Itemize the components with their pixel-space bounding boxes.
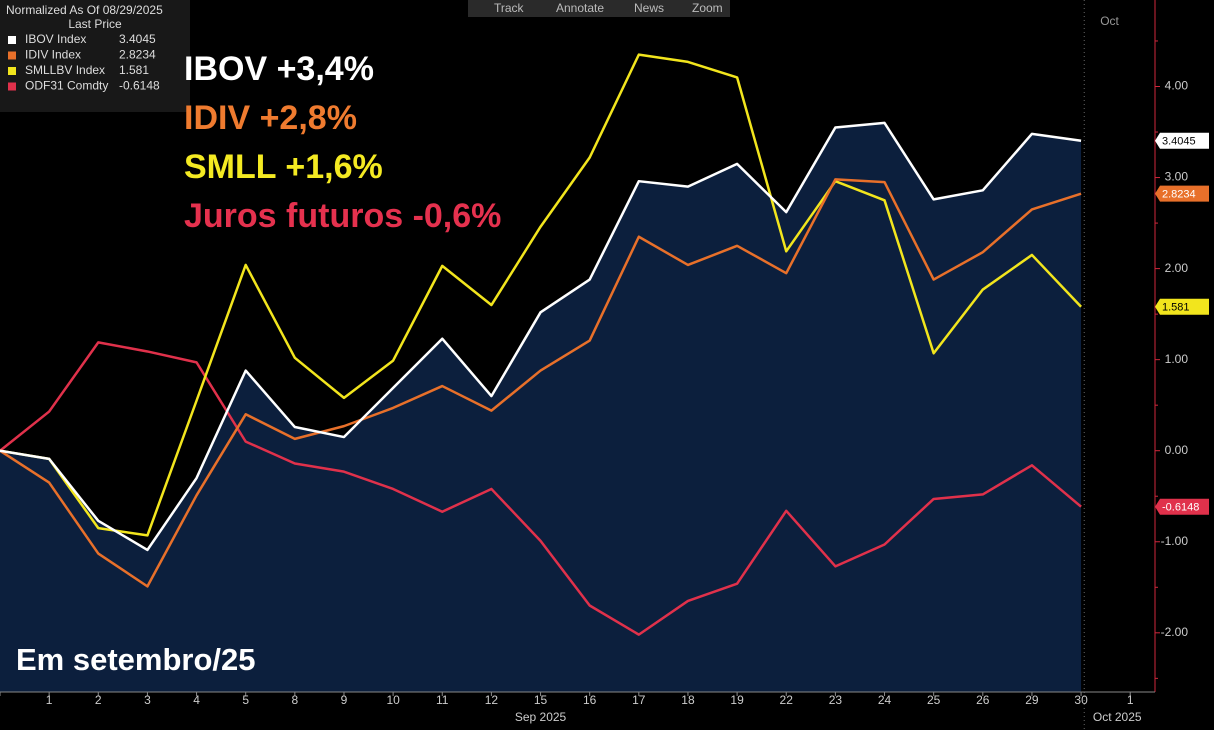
line (0, 178, 1082, 588)
x-tick-label: 8 (291, 693, 298, 707)
legend-swatch (8, 36, 16, 44)
annotation: Juros futuros -0,6% (184, 197, 501, 235)
legend-value: -0.6148 (119, 79, 160, 93)
toolbar-button[interactable]: Zoom (692, 1, 723, 15)
y-tick-label: 0.00 (1165, 443, 1189, 457)
y-tick-label: 1.00 (1165, 352, 1189, 366)
x-tick-label: 24 (878, 693, 892, 707)
toolbar-button[interactable]: News (634, 1, 664, 15)
legend-subtitle: Last Price (68, 17, 122, 31)
toolbar-button[interactable]: Annotate (556, 1, 604, 15)
legend-label: IDIV Index (25, 48, 81, 62)
line (0, 121, 1082, 552)
x-tick-label: 3 (144, 693, 151, 707)
y-tick-label: 3.00 (1165, 170, 1189, 184)
month-label: Sep 2025 (515, 710, 567, 724)
legend-box (0, 0, 190, 112)
y-tick-label: 2.00 (1165, 261, 1189, 275)
x-tick-label: 25 (927, 693, 941, 707)
annotation: IBOV +3,4% (184, 50, 374, 88)
x-tick-label: 2 (95, 693, 102, 707)
x-tick-label: 16 (583, 693, 597, 707)
x-tick-label: 11 (436, 693, 449, 707)
y-tick-label: -2.00 (1161, 625, 1189, 639)
x-tick-label: 15 (534, 693, 548, 707)
x-tick-label: 9 (341, 693, 348, 707)
legend-swatch (8, 67, 16, 75)
x-tick-label: 4 (193, 693, 200, 707)
x-tick-label: 30 (1074, 693, 1088, 707)
x-tick-label: 29 (1025, 693, 1039, 707)
price-tag: -0.6148 (1162, 502, 1199, 514)
price-tag-bg (1155, 498, 1209, 515)
price-tag-bg (1155, 298, 1209, 315)
x-tick-label: 10 (386, 693, 400, 707)
legend-swatch (8, 51, 16, 60)
toolbar (468, 0, 730, 17)
legend-swatch (8, 82, 16, 91)
x-tick-label: 1 (46, 693, 53, 707)
price-tag: 3.4045 (1162, 136, 1196, 148)
price-tag: 2.8234 (1162, 189, 1196, 201)
toolbar-button[interactable]: Track (494, 1, 525, 15)
annotation: SMLL +1,6% (184, 148, 383, 186)
x-tick-label: 18 (681, 693, 695, 707)
legend-value: 1.581 (119, 63, 149, 77)
y-tick-label: -1.00 (1161, 534, 1189, 548)
area (0, 122, 1082, 693)
x-tick-label: 1 (1127, 693, 1134, 707)
x-tick-label: 5 (242, 693, 249, 707)
top-month-label: Oct (1100, 14, 1119, 28)
caption: Em setembro/25 (16, 642, 256, 677)
month-label: Oct 2025 (1093, 710, 1142, 724)
x-tick-label: 17 (632, 693, 646, 707)
line (0, 53, 1082, 537)
x-tick-label: 26 (976, 693, 990, 707)
x-tick-label: 23 (829, 693, 843, 707)
annotation: IDIV +2,8% (184, 99, 357, 137)
legend-value: 3.4045 (119, 32, 156, 46)
legend-value: 2.8234 (119, 48, 156, 62)
legend-label: IBOV Index (25, 32, 86, 46)
x-tick-label: 22 (780, 693, 794, 707)
x-tick-label: 19 (730, 693, 744, 707)
legend-label: SMLLBV Index (25, 63, 105, 77)
legend-label: ODF31 Comdty (25, 79, 108, 93)
y-tick-label: 4.00 (1165, 79, 1189, 93)
price-tag-bg (1155, 185, 1209, 202)
price-tag: 1.581 (1162, 302, 1190, 314)
x-tick-label: 12 (485, 693, 499, 707)
price-tag-bg (1155, 132, 1209, 149)
legend-title: Normalized As Of 08/29/2025 (6, 3, 163, 17)
line (0, 341, 1082, 636)
